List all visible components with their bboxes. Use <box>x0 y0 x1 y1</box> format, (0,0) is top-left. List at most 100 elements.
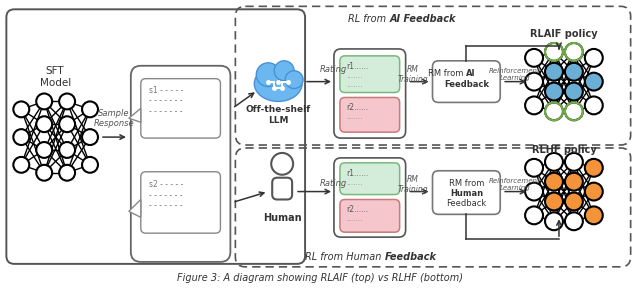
Circle shape <box>59 165 75 181</box>
Circle shape <box>274 61 294 81</box>
FancyBboxPatch shape <box>340 200 399 232</box>
FancyBboxPatch shape <box>340 163 399 195</box>
Circle shape <box>285 71 303 88</box>
Circle shape <box>13 129 29 145</box>
FancyBboxPatch shape <box>433 171 500 214</box>
Circle shape <box>525 207 543 224</box>
Ellipse shape <box>254 66 302 101</box>
Circle shape <box>585 96 603 114</box>
Circle shape <box>36 116 52 132</box>
Circle shape <box>585 49 603 67</box>
Text: RM
Training: RM Training <box>397 65 428 84</box>
FancyBboxPatch shape <box>334 158 406 237</box>
Text: Human: Human <box>450 189 483 197</box>
Text: r1......: r1...... <box>346 169 368 178</box>
Text: Reinforcement
Learning: Reinforcement Learning <box>489 178 541 191</box>
Circle shape <box>525 49 543 67</box>
Circle shape <box>82 129 98 145</box>
Text: - - - - - - -: - - - - - - - <box>148 190 182 200</box>
Text: Feedback: Feedback <box>385 252 436 262</box>
Text: Human: Human <box>263 213 301 223</box>
Text: r2......: r2...... <box>346 103 368 113</box>
Circle shape <box>565 173 583 190</box>
Polygon shape <box>129 200 141 217</box>
Circle shape <box>545 63 563 81</box>
Text: Reinforcement
Learning: Reinforcement Learning <box>489 68 541 81</box>
FancyBboxPatch shape <box>131 66 230 262</box>
FancyBboxPatch shape <box>272 178 292 200</box>
Circle shape <box>525 159 543 177</box>
Circle shape <box>545 193 563 210</box>
Circle shape <box>585 73 603 91</box>
Circle shape <box>545 153 563 171</box>
Text: SFT
Model: SFT Model <box>40 66 71 88</box>
Circle shape <box>565 43 583 61</box>
FancyBboxPatch shape <box>433 61 500 103</box>
Circle shape <box>565 63 583 81</box>
Circle shape <box>13 157 29 173</box>
FancyBboxPatch shape <box>6 9 305 264</box>
Text: r2......: r2...... <box>346 205 368 214</box>
Circle shape <box>13 101 29 117</box>
Circle shape <box>585 183 603 200</box>
Circle shape <box>545 212 563 230</box>
Text: - - - - - - -: - - - - - - - <box>148 202 182 210</box>
Circle shape <box>565 193 583 210</box>
FancyBboxPatch shape <box>334 49 406 138</box>
Text: RL from Human: RL from Human <box>305 252 385 262</box>
FancyBboxPatch shape <box>141 172 220 233</box>
Circle shape <box>36 142 52 158</box>
Text: Figure 3: A diagram showing RLAIF (top) vs RLHF (bottom): Figure 3: A diagram showing RLAIF (top) … <box>177 273 463 283</box>
Text: - - - - - - -: - - - - - - - <box>148 96 182 105</box>
Text: .......: ....... <box>346 80 362 89</box>
Circle shape <box>565 153 583 171</box>
Circle shape <box>82 101 98 117</box>
Circle shape <box>59 93 75 109</box>
FancyBboxPatch shape <box>340 98 399 132</box>
Text: r1......: r1...... <box>346 62 368 71</box>
Circle shape <box>36 93 52 109</box>
Circle shape <box>525 73 543 91</box>
Circle shape <box>545 173 563 190</box>
Text: Off-the-shelf
LLM: Off-the-shelf LLM <box>246 105 311 125</box>
Text: - - - - - - -: - - - - - - - <box>148 107 182 116</box>
Text: .......: ....... <box>346 71 362 80</box>
Circle shape <box>565 83 583 100</box>
Circle shape <box>565 103 583 120</box>
Circle shape <box>256 63 280 86</box>
Text: RL from: RL from <box>348 14 390 24</box>
Text: s1 - - - - -: s1 - - - - - <box>148 86 183 95</box>
Circle shape <box>271 153 293 175</box>
Text: RLAIF policy: RLAIF policy <box>530 29 598 39</box>
Circle shape <box>545 43 563 61</box>
Text: RM from: RM from <box>449 179 484 188</box>
Text: AI Feedback: AI Feedback <box>390 14 456 24</box>
Text: .......: ....... <box>346 178 362 187</box>
Text: Feedback: Feedback <box>444 80 489 89</box>
Circle shape <box>585 207 603 224</box>
Circle shape <box>59 142 75 158</box>
FancyBboxPatch shape <box>141 79 220 138</box>
Circle shape <box>59 116 75 132</box>
Circle shape <box>525 183 543 200</box>
Text: .......: ....... <box>346 112 362 121</box>
Circle shape <box>525 96 543 114</box>
Text: Rating: Rating <box>320 179 348 188</box>
Circle shape <box>82 157 98 173</box>
Text: RLHF policy: RLHF policy <box>532 145 596 155</box>
Text: s2 - - - - -: s2 - - - - - <box>148 180 183 189</box>
Text: RM from: RM from <box>428 69 467 78</box>
Polygon shape <box>129 108 141 122</box>
Text: Feedback: Feedback <box>446 198 486 207</box>
Text: AI: AI <box>467 69 476 78</box>
Circle shape <box>36 165 52 181</box>
Circle shape <box>565 212 583 230</box>
FancyBboxPatch shape <box>340 56 399 93</box>
Circle shape <box>585 159 603 177</box>
Text: .......: ....... <box>346 214 362 223</box>
Circle shape <box>545 103 563 120</box>
Text: Sample
Response: Sample Response <box>93 109 134 128</box>
Text: Rating: Rating <box>320 65 348 74</box>
Text: RM
Training: RM Training <box>397 175 428 194</box>
Circle shape <box>545 83 563 100</box>
